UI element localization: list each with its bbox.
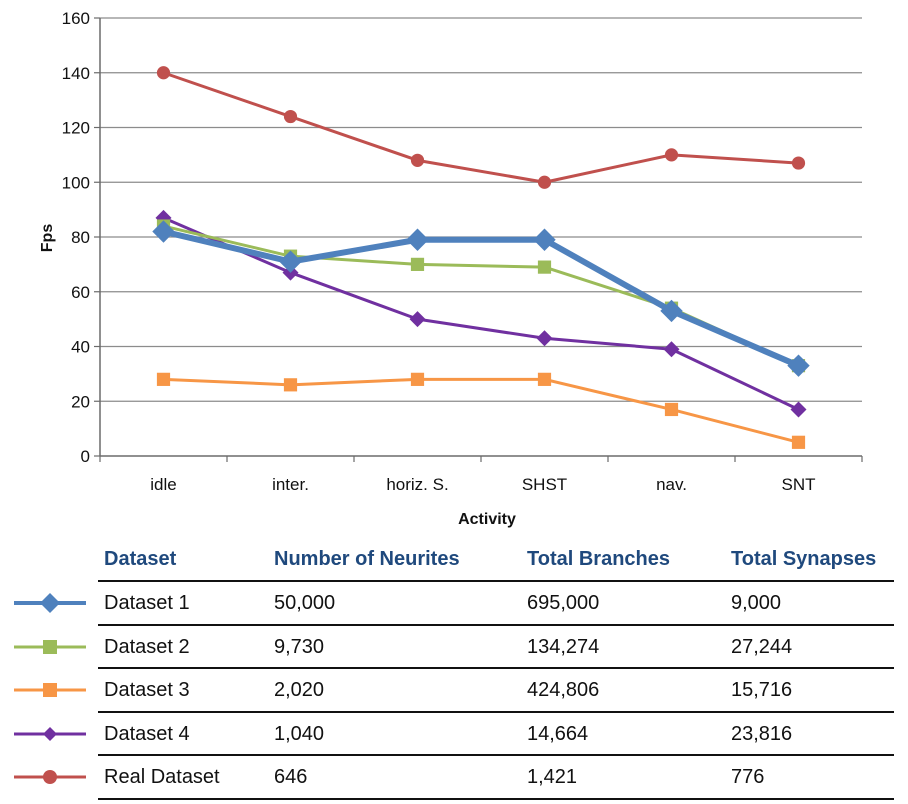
cell-branches: 695,000 (527, 592, 600, 614)
header-dataset: Dataset (104, 548, 177, 570)
cell-branches: 14,664 (527, 722, 589, 745)
cell-neurites: 9,730 (274, 635, 325, 658)
cell-branches: 134,274 (527, 635, 600, 658)
legend-swatch (14, 683, 86, 697)
table-row: Dataset 2 9,730 134,274 27,244 (0, 625, 908, 669)
data-point (663, 341, 680, 358)
x-tick-label: nav. (656, 475, 687, 494)
cell-dataset: Dataset 3 (104, 679, 190, 701)
cell-dataset: Dataset 2 (104, 635, 190, 658)
data-point (283, 378, 298, 392)
header-branches: Total Branches (527, 548, 670, 570)
y-tick-label: 0 (81, 447, 90, 466)
table-row: Dataset 3 2,020 424,806 15,716 (0, 668, 908, 712)
y-tick-label: 140 (62, 64, 90, 83)
data-point (536, 330, 553, 347)
line-chart: 0 20 40 60 80 100 120 140 160 idle inter. horiz. S… (39, 9, 863, 528)
data-point (409, 311, 426, 328)
data-point (537, 260, 552, 274)
row-divider (98, 710, 894, 713)
cell-neurites: 50,000 (274, 592, 336, 614)
cell-synapses: 23,816 (731, 722, 793, 745)
header-neurites: Number of Neurites (274, 548, 460, 570)
data-point (791, 156, 806, 170)
series-dataset-1 (152, 220, 810, 377)
legend-marker (43, 726, 57, 741)
header-synapses: Total Synapses (731, 548, 877, 570)
series-line (163, 377, 799, 444)
data-point (537, 175, 552, 189)
data-point (791, 435, 806, 449)
legend-swatch (14, 639, 86, 654)
cell-neurites: 1,040 (274, 722, 325, 745)
row-divider (98, 623, 894, 626)
y-axis-title: Fps (39, 224, 56, 253)
row-divider (98, 580, 894, 582)
y-tick-label: 120 (62, 119, 90, 138)
table-row: Real Dataset 646 1,421 776 (0, 755, 908, 799)
cell-synapses: 776 (731, 766, 765, 788)
series-group (152, 66, 810, 449)
y-axis-ticks: 0 20 40 60 80 100 120 140 160 (62, 9, 90, 466)
data-point (787, 354, 810, 377)
cell-synapses: 27,244 (731, 635, 793, 658)
cell-neurites: 2,020 (274, 679, 325, 701)
data-point (279, 250, 302, 273)
data-point (790, 401, 807, 418)
cell-synapses: 15,716 (731, 679, 793, 701)
legend-marker (43, 639, 57, 654)
x-tick-label: SNT (782, 475, 816, 494)
y-tick-label: 40 (71, 338, 90, 357)
data-point (664, 402, 679, 417)
cell-dataset: Real Dataset (104, 766, 220, 788)
data-point (156, 372, 171, 386)
data-point (410, 372, 425, 386)
data-point (410, 153, 425, 167)
x-tick-label: idle (150, 475, 176, 494)
y-tick-label: 80 (71, 228, 90, 247)
data-point (406, 228, 429, 251)
x-tick-label: horiz. S. (386, 475, 448, 494)
y-tick-label: 100 (62, 173, 90, 192)
y-tick-label: 20 (71, 392, 90, 411)
x-axis-title: Activity (458, 511, 516, 528)
cell-neurites: 646 (274, 766, 308, 788)
data-point (660, 299, 683, 323)
table-row: Dataset 4 1,040 14,664 23,816 (0, 712, 908, 756)
row-divider (98, 797, 894, 800)
cell-synapses: 9,000 (731, 592, 782, 614)
row-divider (98, 754, 894, 756)
legend-swatch (14, 593, 86, 613)
row-divider (98, 667, 894, 669)
cell-dataset: Dataset 4 (104, 722, 190, 745)
legend-marker (43, 683, 57, 697)
legend-marker (40, 593, 60, 613)
legend-swatch (14, 726, 86, 741)
x-axis-ticks: idle inter. horiz. S. SHST nav. SNT (99, 456, 863, 494)
x-tick-label: inter. (272, 475, 309, 494)
cell-branches: 1,421 (527, 766, 578, 788)
cell-dataset: Dataset 1 (104, 592, 190, 614)
x-tick-label: SHST (522, 475, 567, 494)
series-dataset-4 (155, 209, 807, 418)
series-line (162, 216, 800, 411)
y-tick-label: 160 (62, 9, 90, 28)
series-line (163, 224, 800, 368)
data-point (283, 109, 298, 124)
cell-branches: 424,806 (527, 679, 600, 701)
series-line (162, 228, 800, 369)
legend-marker (43, 770, 57, 784)
data-point (410, 257, 425, 271)
series-dataset-3 (156, 372, 806, 449)
series-real-dataset (156, 66, 806, 189)
table-row: Dataset 1 50,000 695,000 9,000 (0, 581, 908, 625)
data-point (664, 148, 679, 162)
data-point (533, 228, 556, 251)
legend-swatch (14, 770, 86, 784)
y-tick-label: 60 (71, 283, 90, 302)
data-point (156, 66, 171, 80)
data-point (537, 372, 552, 386)
series-line (163, 71, 799, 184)
data-point (152, 220, 175, 243)
